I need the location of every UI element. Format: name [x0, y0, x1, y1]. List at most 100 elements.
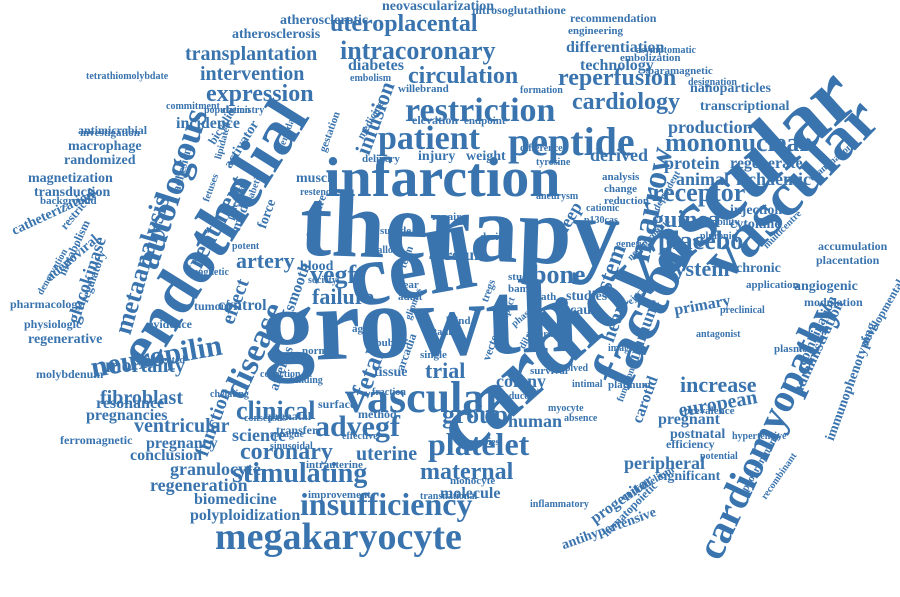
word: restriction: [405, 92, 556, 129]
word: failure: [312, 284, 374, 309]
word: nanoparticles: [690, 81, 771, 96]
word: solubility: [700, 217, 740, 228]
word: magnetic: [190, 267, 229, 278]
word: modulation: [804, 295, 863, 309]
word: embolization: [620, 52, 681, 64]
word: conclusion: [130, 447, 203, 464]
word: coronary: [240, 439, 333, 465]
word: pregnancies: [86, 407, 168, 424]
word: nitrosoglutathione: [472, 3, 566, 17]
word: placebo: [658, 226, 744, 255]
word: regenerative: [28, 332, 103, 347]
word: human: [508, 411, 563, 431]
word: genetic: [616, 239, 646, 250]
word: injection: [730, 203, 783, 218]
word: megakaryocyte: [215, 516, 462, 558]
word: developmental: [857, 276, 900, 349]
word: implicated: [140, 355, 185, 366]
word: uterine: [356, 443, 418, 465]
word: binding: [290, 375, 323, 386]
word: chronic: [736, 261, 781, 276]
word: prenatal: [268, 409, 312, 423]
word: atherosclerotic: [280, 13, 369, 28]
word: pluronic: [700, 231, 736, 242]
word: molecule: [440, 485, 501, 502]
word: infarction: [325, 147, 561, 209]
word: vegf: [310, 260, 357, 289]
word: increase: [680, 372, 757, 397]
word: circulation: [408, 63, 519, 89]
word: bami: [508, 283, 532, 295]
word: guinea: [652, 207, 721, 233]
word: elevation: [412, 113, 458, 127]
word: prevalence: [684, 405, 735, 417]
word: adult: [398, 291, 423, 303]
word: normal: [302, 345, 337, 357]
word: chemistry: [222, 105, 265, 116]
word: physiologic: [24, 317, 82, 331]
word: polyploidization: [190, 507, 301, 524]
word: single: [420, 349, 447, 361]
word: inflammatory: [530, 499, 589, 510]
word: system: [666, 256, 730, 281]
word: year: [398, 279, 419, 291]
word: investigation: [80, 127, 140, 139]
word: regenerate: [730, 155, 803, 172]
word: ischaemic: [736, 169, 811, 189]
word: recommendation: [570, 11, 657, 25]
word: therapies: [460, 437, 500, 448]
word: reperfusion: [558, 65, 677, 91]
word: population: [204, 105, 251, 116]
word: platinum: [608, 379, 651, 391]
word: application: [746, 279, 799, 291]
word: placentation: [816, 253, 880, 267]
word: angiogenic: [794, 279, 858, 294]
word: cardiology: [572, 89, 680, 115]
word: mortality: [105, 355, 185, 377]
word: death: [530, 291, 557, 303]
word: magnetization: [28, 171, 113, 186]
word: fibroblast: [100, 387, 183, 409]
word: intracoronary: [340, 36, 496, 65]
word: derived: [590, 145, 648, 165]
word: plasmon: [774, 343, 814, 355]
word: evidence: [148, 317, 192, 331]
word: biomedicine: [194, 491, 277, 508]
word: tetrathiomolybdate: [86, 71, 169, 82]
word: tumour: [194, 299, 233, 313]
word: transfer: [276, 423, 318, 437]
word: surface: [318, 397, 356, 411]
word: cause: [570, 303, 603, 318]
word: bone: [532, 260, 586, 289]
word: improvement: [308, 489, 371, 501]
word: consensus: [244, 413, 287, 424]
word: neovascularization: [382, 0, 494, 14]
word: injury: [418, 149, 456, 164]
word: intrauterine: [306, 459, 363, 471]
word: expression: [206, 81, 314, 107]
word: engineering: [568, 25, 623, 37]
word: sinusoidal: [270, 441, 313, 452]
word: transcriptional: [700, 99, 790, 114]
word: artery: [236, 248, 295, 273]
word: postnatal: [670, 427, 726, 442]
word: technology: [580, 57, 654, 74]
word: study: [508, 271, 534, 283]
word: involved: [552, 363, 589, 374]
word: transnational: [420, 491, 478, 502]
word: hypertensive: [732, 431, 787, 442]
word: potential: [700, 451, 738, 462]
word: clinical: [236, 396, 316, 425]
word: fraction: [372, 387, 406, 398]
word: result: [445, 247, 484, 264]
word: design: [480, 231, 510, 243]
word: diabetes: [348, 57, 404, 74]
word: commitment: [166, 101, 220, 112]
word: ferromagnetic: [60, 433, 133, 447]
word: arterial: [526, 329, 559, 340]
word: method: [358, 407, 397, 421]
word: blood: [300, 259, 334, 274]
word: accumulation: [818, 239, 888, 253]
word: formation: [520, 85, 563, 96]
word: endpoint: [464, 115, 506, 127]
